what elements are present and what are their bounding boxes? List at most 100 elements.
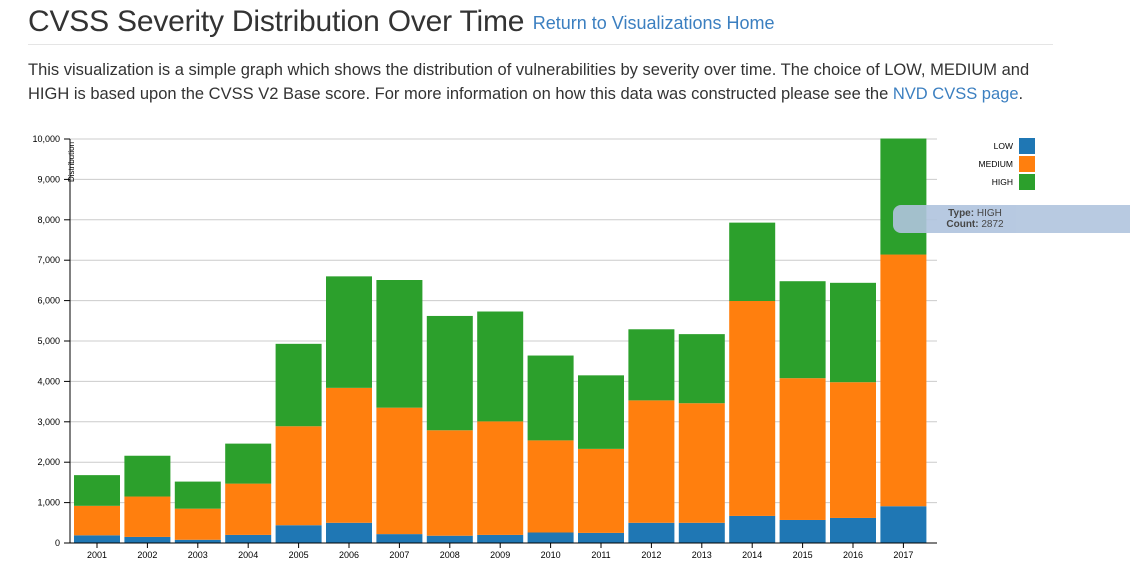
x-tick-label: 2007 (389, 550, 409, 560)
bar-medium-2005[interactable] (275, 426, 322, 526)
bar-high-2011[interactable] (578, 375, 624, 449)
y-tick-label: 2,000 (37, 457, 60, 467)
bar-low-2006[interactable] (326, 522, 372, 543)
bar-high-2003[interactable] (174, 481, 221, 509)
bar-medium-2009[interactable] (477, 421, 524, 535)
x-tick-label: 2016 (843, 550, 863, 560)
bar-medium-2012[interactable] (628, 400, 675, 523)
bar-high-2016[interactable] (830, 282, 876, 383)
x-tick-label: 2005 (289, 550, 309, 560)
bar-high-2014[interactable] (729, 222, 776, 302)
bar-low-2003[interactable] (174, 539, 221, 543)
x-tick-label: 2006 (339, 550, 359, 560)
bar-low-2013[interactable] (678, 522, 725, 543)
x-tick-label: 2002 (137, 550, 157, 560)
bar-low-2015[interactable] (779, 519, 826, 543)
bar-low-2016[interactable] (830, 517, 876, 543)
tooltip-count-line: Count: 2872 (893, 219, 1057, 230)
bar-high-2012[interactable] (628, 329, 675, 401)
bar-medium-2015[interactable] (779, 378, 826, 520)
bar-low-2005[interactable] (275, 525, 322, 543)
x-tick-label: 2004 (238, 550, 258, 560)
x-tick-label: 2013 (692, 550, 712, 560)
bar-medium-2017[interactable] (880, 254, 927, 507)
x-tick-label: 2014 (742, 550, 762, 560)
legend: LOW MEDIUM HIGH (979, 138, 1035, 190)
bar-medium-2013[interactable] (678, 403, 725, 523)
bar-medium-2004[interactable] (225, 483, 272, 535)
bar-high-2008[interactable] (426, 315, 473, 431)
x-tick-label: 2008 (440, 550, 460, 560)
x-tick-label: 2001 (87, 550, 107, 560)
tooltip-count-value: 2872 (981, 219, 1004, 230)
tooltip-type-label: Type: (948, 208, 975, 219)
nvd-cvss-link[interactable]: NVD CVSS page (892, 85, 1019, 103)
bar-high-2006[interactable] (326, 276, 372, 388)
bar-medium-2001[interactable] (74, 505, 120, 536)
legend-label: MEDIUM (979, 159, 1013, 169)
bar-medium-2002[interactable] (124, 496, 171, 537)
y-tick-label: 0 (55, 538, 60, 548)
bar-low-2014[interactable] (729, 515, 776, 543)
bar-high-2004[interactable] (225, 443, 272, 484)
x-axis: 2001 2002 2003 2004 2005 2006 2007 2008 2009 2010… (70, 542, 937, 560)
tooltip-type-value: HIGH (976, 208, 1002, 219)
legend-label: HIGH (992, 177, 1013, 187)
bar-medium-2014[interactable] (729, 301, 776, 516)
bar-low-2008[interactable] (426, 535, 473, 543)
bar-low-2009[interactable] (477, 534, 524, 543)
bar-medium-2008[interactable] (426, 430, 473, 536)
bar-high-2005[interactable] (275, 343, 322, 427)
legend-item-medium[interactable]: MEDIUM (979, 156, 1035, 172)
bar-medium-2006[interactable] (326, 387, 372, 523)
description-end: . (1018, 85, 1024, 103)
bar-low-2017[interactable] (880, 506, 927, 543)
y-tick-label: 5,000 (37, 336, 60, 346)
x-tick-label: 2003 (188, 550, 208, 560)
tooltip-count-label: Count: (946, 219, 979, 230)
y-tick-label: 10,000 (32, 134, 60, 144)
y-tick-label: 8,000 (37, 215, 60, 225)
legend-swatch (1019, 138, 1035, 154)
bar-high-2001[interactable] (74, 475, 120, 506)
bar-low-2002[interactable] (124, 536, 171, 543)
y-tick-label: 9,000 (37, 174, 60, 184)
bar-low-2012[interactable] (628, 522, 675, 543)
legend-label: LOW (994, 141, 1013, 151)
legend-swatch (1019, 174, 1035, 190)
x-tick-label: 2010 (541, 550, 561, 560)
x-tick-label: 2009 (490, 550, 510, 560)
y-axis: 0 1,000 2,000 3,000 4,000 5,000 6,000 7,000 8,00… (32, 134, 71, 548)
bar-high-2010[interactable] (527, 355, 574, 441)
bar-high-2009[interactable] (477, 311, 524, 422)
legend-item-high[interactable]: HIGH (992, 174, 1035, 190)
legend-swatch (1019, 156, 1035, 172)
bar-low-2004[interactable] (225, 534, 272, 543)
bar-high-2013[interactable] (678, 334, 725, 404)
bar-medium-2003[interactable] (174, 508, 221, 540)
bar-high-2015[interactable] (779, 281, 826, 379)
page-header: CVSS Severity Distribution Over Time Ret… (28, 4, 1053, 45)
bar-low-2001[interactable] (74, 535, 120, 543)
page-title: CVSS Severity Distribution Over Time (28, 5, 525, 38)
bar-low-2011[interactable] (578, 532, 624, 543)
return-home-link[interactable]: Return to Visualizations Home (532, 13, 775, 33)
y-tick-label: 7,000 (37, 255, 60, 265)
bar-high-2007[interactable] (376, 280, 423, 408)
bar-medium-2010[interactable] (527, 440, 574, 533)
bar-medium-2016[interactable] (830, 382, 876, 518)
description: This visualization is a simple graph whi… (28, 58, 1068, 106)
hover-tooltip: Type: HIGH Count: 2872 (893, 205, 1130, 233)
bar-low-2010[interactable] (527, 532, 574, 544)
bar-high-2017[interactable] (880, 138, 927, 255)
tooltip-type-line: Type: HIGH (893, 208, 1057, 219)
legend-item-low[interactable]: LOW (994, 138, 1035, 154)
y-tick-label: 4,000 (37, 376, 60, 386)
x-tick-label: 2015 (793, 550, 813, 560)
bar-medium-2007[interactable] (376, 407, 423, 535)
bar-high-2002[interactable] (124, 455, 171, 497)
bar-medium-2011[interactable] (578, 448, 624, 533)
bar-low-2007[interactable] (376, 534, 423, 543)
